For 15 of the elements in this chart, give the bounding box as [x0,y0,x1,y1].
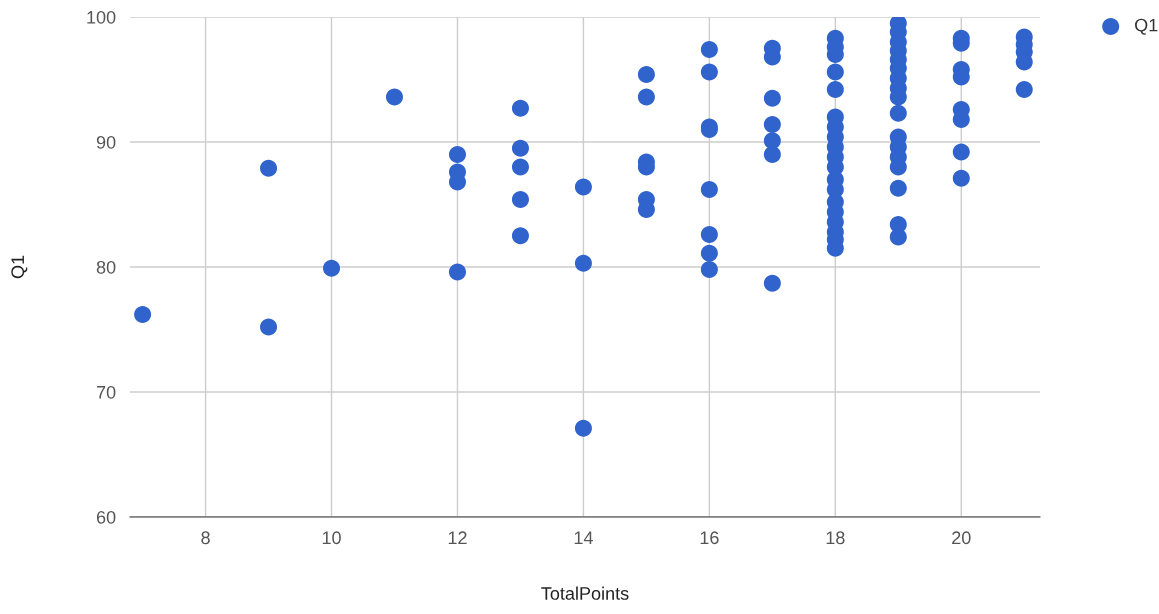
x-axis-title: TotalPoints [541,586,629,600]
y-tick-label: 60 [96,510,116,524]
y-tick-label: 90 [96,135,116,149]
x-tick-label: 20 [952,531,971,545]
y-tick-label: 100 [87,10,116,24]
y-tick-label: 70 [96,385,116,399]
y-axis-title: Q1 [11,255,28,279]
y-tick-label: 80 [96,260,116,274]
x-tick-label: 16 [700,531,719,545]
x-tick-label: 14 [574,531,593,544]
x-tick-label: 10 [322,531,341,545]
x-tick-label: 8 [201,531,210,545]
x-tick-label: 18 [826,531,845,545]
x-tick-label: 12 [448,531,467,544]
legend-label: Q1 [1135,18,1158,35]
